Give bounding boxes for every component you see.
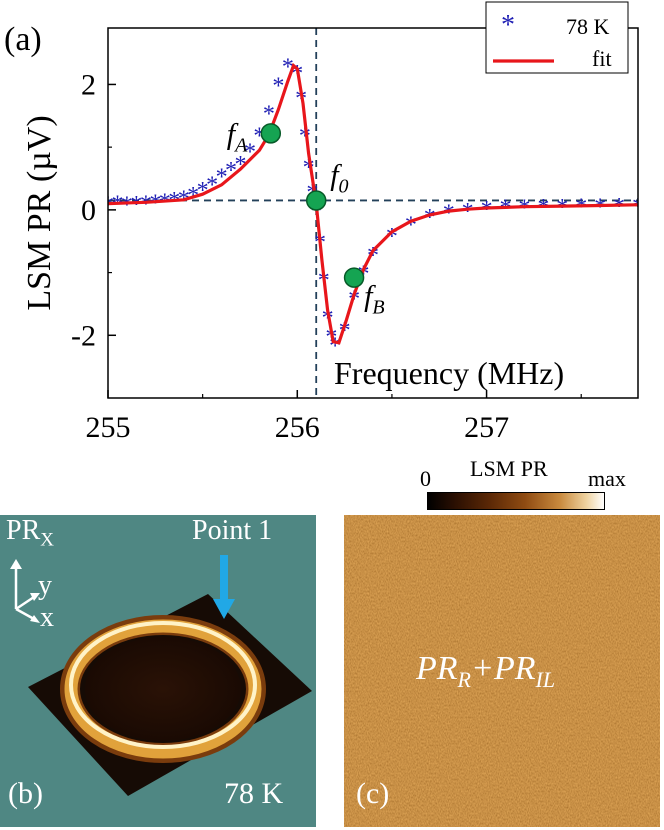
marker-fB xyxy=(343,267,365,288)
data-point: * xyxy=(443,201,455,227)
legend: * 78 K fit xyxy=(485,1,629,74)
x-tick-label: 255 xyxy=(86,411,131,444)
axis-ticks: 255 256 257 -2 0 2 xyxy=(71,68,582,444)
data-point: * xyxy=(121,193,133,219)
ring-3d-render xyxy=(28,594,312,796)
y-tick-label: -2 xyxy=(71,319,96,352)
overlay-formula: PRR+PRIL xyxy=(416,650,556,692)
data-point: * xyxy=(537,195,549,221)
axis-arrows-icon xyxy=(10,559,40,623)
data-point: * xyxy=(102,193,114,219)
y-axis-label: LSM PR (µV) xyxy=(21,115,58,310)
chart-a: (a) LSM PR (µV) ************************… xyxy=(4,1,644,444)
colorbar-min-label: 0 xyxy=(420,466,431,491)
panel-c-label: (c) xyxy=(356,777,390,810)
panel-a-label: (a) xyxy=(4,21,42,58)
fit-curve xyxy=(108,62,638,345)
panel-c-image: PRR+PRIL (c) xyxy=(344,515,660,827)
marker-label-0: f0 xyxy=(330,158,348,197)
data-point: * xyxy=(481,197,493,223)
y-tick-label: 2 xyxy=(81,68,96,101)
marker-fA xyxy=(260,123,282,144)
marker-label-A: fA xyxy=(227,117,248,156)
data-point: * xyxy=(424,205,436,231)
colorbar-max-label: max xyxy=(588,466,626,491)
panel-b-label: (b) xyxy=(8,777,43,810)
data-point: * xyxy=(556,195,568,221)
x-tick-label: 256 xyxy=(275,411,320,444)
ring-interior xyxy=(85,637,241,741)
data-point: * xyxy=(575,194,587,220)
x-direction-label: x xyxy=(40,602,54,633)
legend-78k-label: 78 K xyxy=(566,14,610,39)
prx-axis-label: PRX xyxy=(6,515,54,551)
legend-fit-label: fit xyxy=(592,46,612,71)
colorbar-title: LSM PR xyxy=(470,456,548,481)
data-point: * xyxy=(462,199,474,225)
data-point: * xyxy=(130,192,142,218)
data-point: * xyxy=(263,102,275,128)
data-point: * xyxy=(594,194,606,220)
panel-b-image: PRX y x Point 1 (b) 78 K xyxy=(0,515,316,827)
data-point: * xyxy=(272,73,284,99)
plot-frame xyxy=(107,27,639,399)
marker-label-B: fB xyxy=(364,280,385,319)
temperature-label: 78 K xyxy=(224,777,284,810)
data-point: * xyxy=(518,196,530,222)
x-tick-label: 257 xyxy=(464,411,509,444)
data-point: * xyxy=(140,191,152,217)
data-point: * xyxy=(197,178,209,204)
point-1-label: Point 1 xyxy=(192,515,273,546)
marker-f0 xyxy=(305,190,327,211)
data-point: * xyxy=(632,194,644,220)
ring-highlight xyxy=(69,621,257,749)
x-axis-label: Frequency (MHz) xyxy=(334,355,564,391)
frequency-markers: fA f0 fB xyxy=(227,117,385,318)
data-point: * xyxy=(613,194,625,220)
colorbar xyxy=(427,492,605,510)
data-point: * xyxy=(405,213,417,239)
data-point: * xyxy=(149,191,161,217)
noise-map xyxy=(344,515,660,827)
y-direction-label: y xyxy=(38,570,52,601)
legend-asterisk-marker: * xyxy=(501,10,515,41)
point-1-arrow-icon xyxy=(213,555,235,619)
y-tick-label: 0 xyxy=(81,194,96,227)
